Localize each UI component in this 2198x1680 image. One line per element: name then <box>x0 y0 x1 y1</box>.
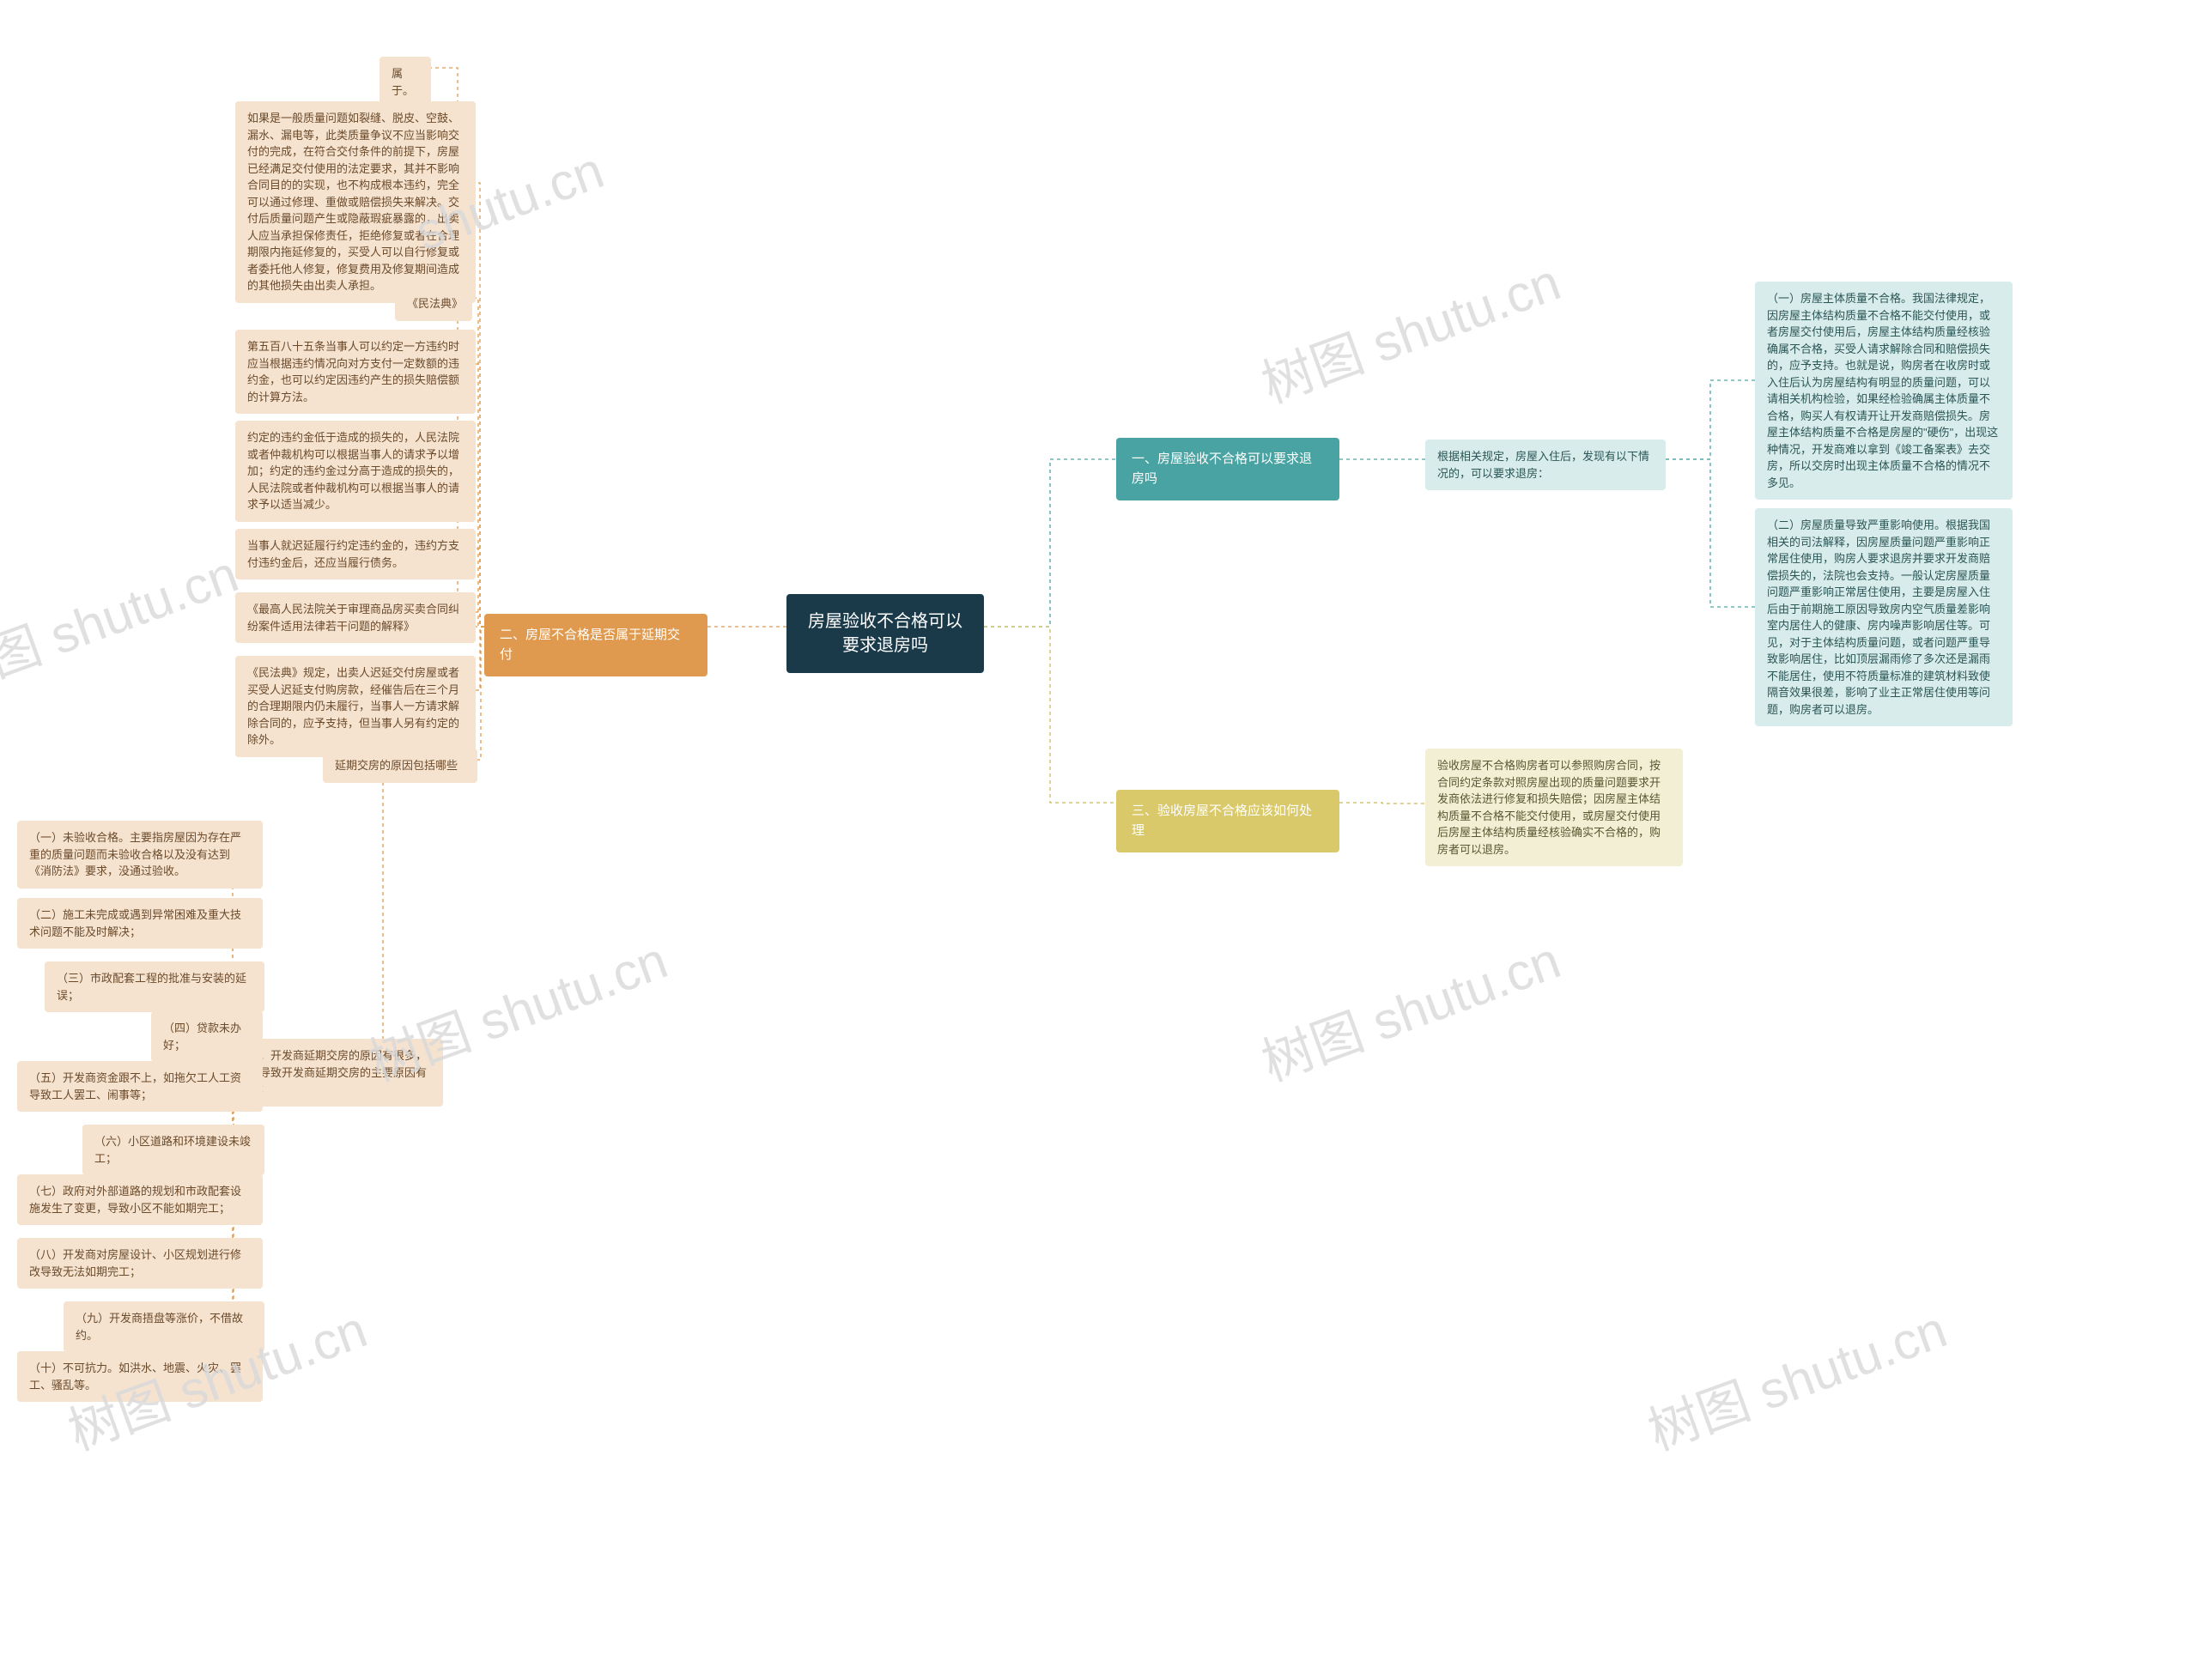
section-b3: 三、验收房屋不合格应该如何处理 <box>1116 790 1339 852</box>
node-b1m: 根据相关规定，房屋入住后，发现有以下情况的，可以要求退房： <box>1425 440 1666 490</box>
node-b2i: 延期交房的原因包括哪些 <box>323 749 477 783</box>
node-b1m2: （二）房屋质量导致严重影响使用。根据我国相关的司法解释，因房屋质量问题严重影响正… <box>1755 508 2013 726</box>
node-b2h: 《民法典》规定，出卖人迟延交付房屋或者买受人迟延支付购房款，经催告后在三个月的合… <box>235 656 476 757</box>
node-b2d: 第五百八十五条当事人可以约定一方违约时应当根据违约情况向对方支付一定数额的违约金… <box>235 330 476 414</box>
node-b2g: 《最高人民法院关于审理商品房买卖合同纠纷案件适用法律若干问题的解释》 <box>235 592 476 643</box>
watermark: 树图 shutu.cn <box>1250 240 1569 417</box>
watermark: 树图 shutu.cn <box>0 532 246 709</box>
node-b2a: 属于。 <box>379 57 431 107</box>
node-b1m1: （一）房屋主体质量不合格。我国法律规定，因房屋主体结构质量不合格不能交付使用，或… <box>1755 282 2013 500</box>
node-l7: （七）政府对外部道路的规划和市政配套设施发生了变更，导致小区不能如期完工； <box>17 1174 263 1225</box>
node-l9: （九）开发商捂盘等涨价，不借故约。 <box>64 1301 264 1352</box>
node-l4: （四）贷款未办好； <box>151 1011 263 1062</box>
node-l2: （二）施工未完成或遇到异常困难及重大技术问题不能及时解决； <box>17 898 263 949</box>
watermark: 树图 shutu.cn <box>1636 1288 1955 1465</box>
section-b1: 一、房屋验收不合格可以要求退房吗 <box>1116 438 1339 500</box>
node-b2e: 约定的违约金低于造成的损失的，人民法院或者仲裁机构可以根据当事人的请求予以增加；… <box>235 421 476 522</box>
node-b2b: 如果是一般质量问题如裂缝、脱皮、空鼓、漏水、漏电等，此类质量争议不应当影响交付的… <box>235 101 476 303</box>
node-b2f: 当事人就迟延履行约定违约金的，违约方支付违约金后，还应当履行债务。 <box>235 529 476 579</box>
node-b3a: 验收房屋不合格购房者可以参照购房合同，按合同约定条款对照房屋出现的质量问题要求开… <box>1425 749 1683 866</box>
node-l8: （八）开发商对房屋设计、小区规划进行修改导致无法如期完工； <box>17 1238 263 1289</box>
node-l6: （六）小区道路和环境建设未竣工； <box>82 1125 264 1175</box>
section-b2: 二、房屋不合格是否属于延期交付 <box>484 614 707 676</box>
node-b2c: 《民法典》 <box>395 287 472 321</box>
center-node: 房屋验收不合格可以要求退房吗 <box>786 594 984 673</box>
node-l10: （十）不可抗力。如洪水、地震、火灾、罢工、骚乱等。 <box>17 1351 263 1402</box>
node-l1: （一）未验收合格。主要指房屋因为存在严重的质量问题而未验收合格以及没有达到《消防… <box>17 821 263 889</box>
node-l3: （三）市政配套工程的批准与安装的延误； <box>45 961 264 1012</box>
watermark: 树图 shutu.cn <box>1250 919 1569 1095</box>
node-l5: （五）开发商资金跟不上，如拖欠工人工资导致工人罢工、闹事等； <box>17 1061 263 1112</box>
